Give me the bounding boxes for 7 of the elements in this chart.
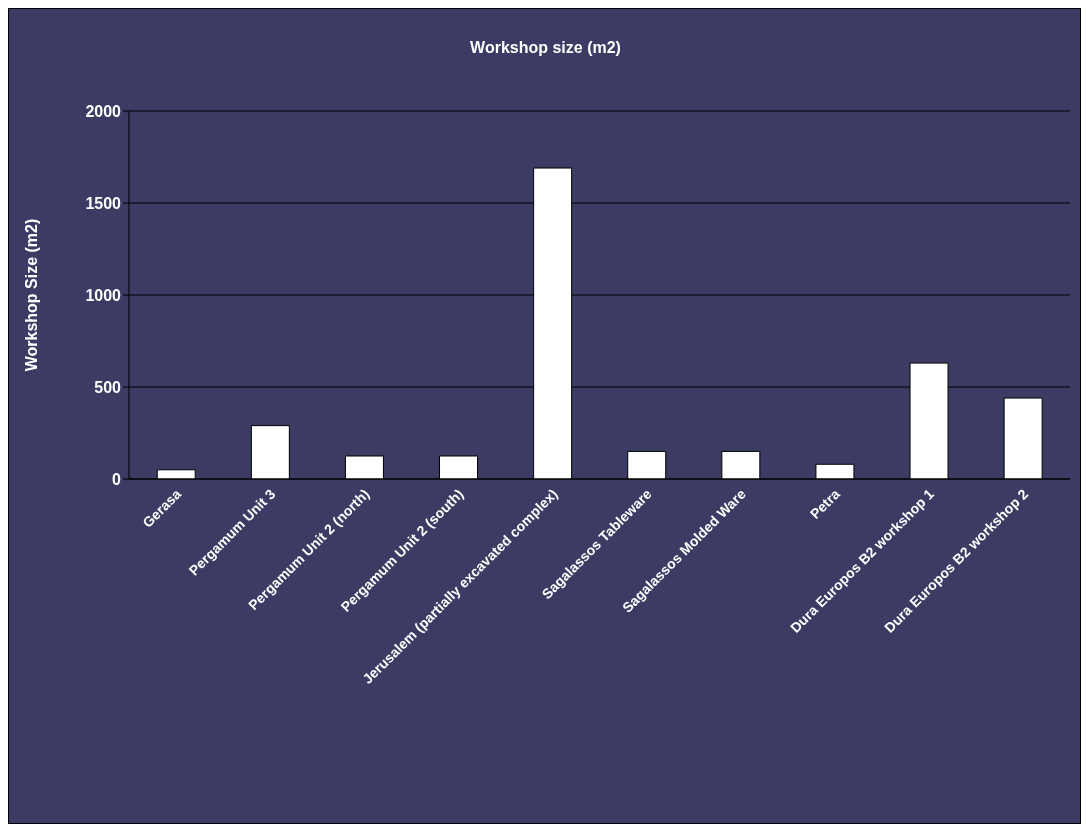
chart-title: Workshop size (m2) bbox=[469, 39, 622, 57]
y-tick-label: 1000 bbox=[85, 286, 122, 304]
y-tick-label: 0 bbox=[112, 470, 122, 488]
y-tick-label: 500 bbox=[94, 378, 122, 396]
y-axis-title: Workshop Size (m2) bbox=[22, 218, 40, 372]
y-tick-label: 1500 bbox=[85, 194, 122, 212]
y-tick-label: 2000 bbox=[85, 102, 122, 120]
